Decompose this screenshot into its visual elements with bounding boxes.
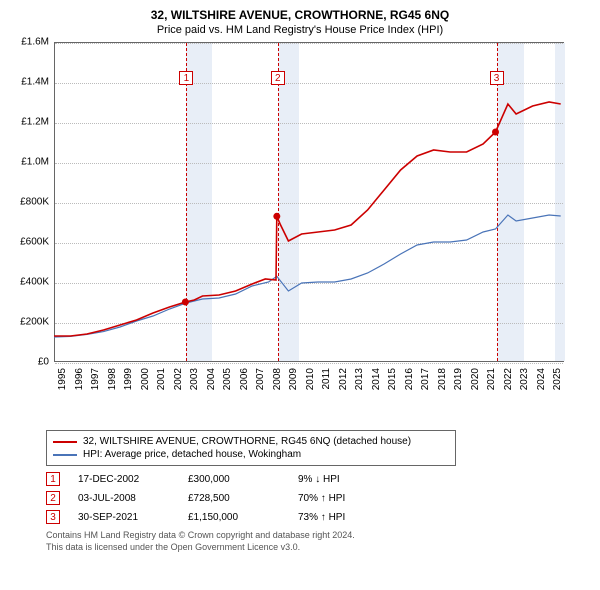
x-tick-label: 1995 — [57, 368, 68, 390]
x-tick-label: 2009 — [288, 368, 299, 390]
x-tick-label: 1997 — [90, 368, 101, 390]
sale-point-dot — [182, 299, 189, 306]
sale-number-box: 2 — [46, 491, 60, 505]
x-tick-label: 2004 — [206, 368, 217, 390]
x-tick-label: 2003 — [189, 368, 200, 390]
x-tick-label: 2016 — [404, 368, 415, 390]
x-tick-label: 2015 — [387, 368, 398, 390]
chart-title: 32, WILTSHIRE AVENUE, CROWTHORNE, RG45 6… — [10, 8, 590, 22]
x-tick-label: 2022 — [503, 368, 514, 390]
sale-date: 17-DEC-2002 — [78, 474, 188, 485]
x-tick-label: 1999 — [123, 368, 134, 390]
x-tick-label: 1998 — [107, 368, 118, 390]
sale-date: 03-JUL-2008 — [78, 493, 188, 504]
x-tick-label: 2002 — [173, 368, 184, 390]
sale-vs-hpi: 73% ↑ HPI — [298, 512, 418, 523]
legend-item-hpi: HPI: Average price, detached house, Woki… — [53, 448, 449, 461]
x-tick-label: 2007 — [255, 368, 266, 390]
x-tick-label: 2010 — [305, 368, 316, 390]
x-tick-label: 2021 — [486, 368, 497, 390]
x-tick-label: 2000 — [140, 368, 151, 390]
x-tick-label: 2019 — [453, 368, 464, 390]
sale-date: 30-SEP-2021 — [78, 512, 188, 523]
x-tick-label: 2005 — [222, 368, 233, 390]
y-tick-label: £1.2M — [21, 117, 49, 128]
y-tick-label: £1.6M — [21, 37, 49, 48]
legend-item-subject: 32, WILTSHIRE AVENUE, CROWTHORNE, RG45 6… — [53, 435, 449, 448]
sale-point-dot — [492, 129, 499, 136]
sale-vs-hpi: 9% ↓ HPI — [298, 474, 418, 485]
x-tick-label: 2024 — [536, 368, 547, 390]
x-tick-label: 2011 — [321, 368, 332, 390]
x-tick-label: 2008 — [272, 368, 283, 390]
legend-hpi-label: HPI: Average price, detached house, Woki… — [83, 449, 301, 460]
sale-row: 3 30-SEP-2021£1,150,00073% ↑ HPI — [46, 510, 590, 524]
x-tick-label: 1996 — [74, 368, 85, 390]
sale-point-dot — [273, 213, 280, 220]
x-tick-label: 2017 — [420, 368, 431, 390]
x-tick-label: 2014 — [371, 368, 382, 390]
y-tick-label: £200K — [20, 317, 49, 328]
x-tick-label: 2025 — [552, 368, 563, 390]
x-tick-label: 2023 — [519, 368, 530, 390]
x-tick-label: 2013 — [354, 368, 365, 390]
sale-price: £1,150,000 — [188, 512, 298, 523]
sale-price: £300,000 — [188, 474, 298, 485]
y-tick-label: £400K — [20, 277, 49, 288]
footer-line1: Contains HM Land Registry data © Crown c… — [46, 530, 590, 542]
sale-price: £728,500 — [188, 493, 298, 504]
y-tick-label: £800K — [20, 197, 49, 208]
footer-line2: This data is licensed under the Open Gov… — [46, 542, 590, 554]
sale-number-box: 3 — [46, 510, 60, 524]
y-tick-label: £1.0M — [21, 157, 49, 168]
sales-table: 1 17-DEC-2002£300,0009% ↓ HPI 2 03-JUL-2008… — [46, 472, 590, 524]
footer-attribution: Contains HM Land Registry data © Crown c… — [46, 530, 590, 553]
sale-row: 2 03-JUL-2008£728,50070% ↑ HPI — [46, 491, 590, 505]
y-tick-label: £0 — [38, 357, 49, 368]
subject-line — [54, 102, 561, 336]
chart-subtitle: Price paid vs. HM Land Registry's House … — [10, 24, 590, 36]
x-tick-label: 2001 — [156, 368, 167, 390]
x-tick-label: 2012 — [338, 368, 349, 390]
y-tick-label: £1.4M — [21, 77, 49, 88]
x-tick-label: 2006 — [239, 368, 250, 390]
sale-number-box: 1 — [46, 472, 60, 486]
x-tick-label: 2020 — [470, 368, 481, 390]
sale-row: 1 17-DEC-2002£300,0009% ↓ HPI — [46, 472, 590, 486]
legend-subject-label: 32, WILTSHIRE AVENUE, CROWTHORNE, RG45 6… — [83, 436, 411, 447]
sale-vs-hpi: 70% ↑ HPI — [298, 493, 418, 504]
chart-plot-area: 123 £0£200K£400K£600K£800K£1.0M£1.2M£1.4… — [54, 42, 564, 362]
legend: 32, WILTSHIRE AVENUE, CROWTHORNE, RG45 6… — [46, 430, 456, 466]
x-tick-label: 2018 — [437, 368, 448, 390]
y-tick-label: £600K — [20, 237, 49, 248]
